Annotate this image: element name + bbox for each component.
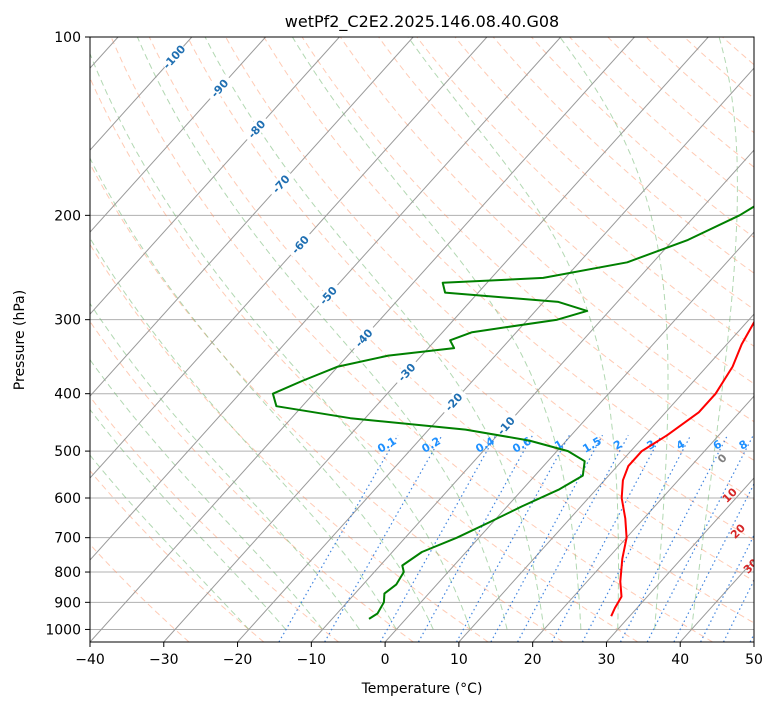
plot-frame bbox=[89, 36, 755, 643]
mixing-ratio-line bbox=[673, 482, 754, 642]
y-tick-label: 800 bbox=[54, 565, 81, 581]
mixing-ratio-line bbox=[379, 434, 497, 642]
dry-adiabat bbox=[378, 37, 754, 385]
chart-title: wetPf2_C2E2.2025.146.08.40.G08 bbox=[285, 12, 559, 32]
dry-adiabat bbox=[90, 469, 265, 642]
background-reference-lines bbox=[90, 37, 754, 642]
mixing-ratio-line bbox=[646, 434, 754, 642]
isotherm-line bbox=[90, 37, 193, 151]
isotherm-line bbox=[237, 67, 754, 642]
dry-adiabat bbox=[148, 37, 754, 624]
dry-adiabat bbox=[90, 395, 339, 642]
y-tick-label: 200 bbox=[54, 208, 81, 224]
axis-ticks: −40 −30 −20 −10 0 10 20 30 40 50 100 200 300 400 500 60… bbox=[45, 30, 763, 668]
mixing-ratio-line bbox=[619, 434, 729, 642]
isotherm-line bbox=[310, 149, 754, 642]
x-tick-label: 40 bbox=[671, 652, 689, 668]
y-tick-label: 400 bbox=[54, 387, 81, 403]
y-axis-title: Pressure (hPa) bbox=[12, 290, 28, 390]
mixing-ratio-line bbox=[517, 434, 629, 642]
moist-adiabat-label: 40 bbox=[751, 590, 771, 610]
label-backdrop bbox=[491, 410, 520, 441]
x-tick-label: 0 bbox=[381, 652, 390, 668]
isotherm-line bbox=[606, 477, 754, 642]
x-tick-label: −20 bbox=[223, 652, 253, 668]
mixing-ratio-line bbox=[700, 534, 754, 642]
y-tick-label: 100 bbox=[54, 30, 81, 46]
mixing-ratio-line bbox=[490, 434, 604, 642]
moist-adiabat bbox=[90, 302, 360, 630]
dry-adiabat bbox=[416, 37, 754, 347]
moist-adiabat bbox=[559, 37, 669, 630]
label-backdrop bbox=[391, 357, 421, 387]
isotherm-line bbox=[90, 37, 414, 397]
x-tick-label: 20 bbox=[524, 652, 542, 668]
y-tick-label: 700 bbox=[54, 531, 81, 547]
moist-adiabat bbox=[136, 37, 508, 630]
mixing-ratio-line bbox=[456, 434, 570, 642]
moist-adiabat bbox=[90, 157, 434, 630]
dry-adiabat bbox=[454, 37, 754, 310]
label-backdrop bbox=[285, 229, 315, 259]
mixing-ratio-line bbox=[278, 434, 399, 642]
isotherm-line bbox=[90, 37, 562, 561]
moist-adiabat bbox=[291, 37, 582, 630]
x-tick-label: 30 bbox=[598, 652, 616, 668]
isotherm-line bbox=[458, 313, 754, 642]
mixing-ratio-line bbox=[551, 434, 662, 642]
x-tick-label: −10 bbox=[297, 652, 327, 668]
dewpoint-profile bbox=[271, 205, 754, 620]
mixing-ratio-line bbox=[581, 434, 692, 642]
mixing-ratio-line bbox=[324, 434, 443, 642]
x-tick-label: −40 bbox=[75, 652, 105, 668]
isotherm-line bbox=[384, 231, 754, 642]
x-tick-label: 10 bbox=[450, 652, 468, 668]
dry-adiabat bbox=[90, 543, 190, 642]
mixing-ratio-line bbox=[722, 579, 754, 642]
isotherm-line bbox=[532, 395, 754, 642]
moist-adiabat bbox=[90, 237, 397, 630]
x-axis-title: Temperature (°C) bbox=[361, 681, 483, 697]
moist-adiabat bbox=[691, 37, 738, 630]
isotherm-line bbox=[90, 37, 266, 233]
label-backdrop bbox=[439, 386, 468, 417]
y-tick-label: 1000 bbox=[45, 622, 81, 638]
isotherm-line bbox=[90, 37, 488, 479]
moist-adiabat bbox=[204, 37, 545, 630]
label-backdrop bbox=[241, 113, 271, 144]
y-tick-label: 300 bbox=[54, 313, 81, 329]
profiles bbox=[271, 205, 754, 620]
label-backdrop bbox=[266, 168, 295, 199]
dry-adiabat bbox=[90, 243, 489, 642]
x-tick-label: 50 bbox=[745, 652, 763, 668]
label-backdrop bbox=[313, 280, 342, 310]
mixing-ratio-line bbox=[417, 434, 534, 642]
label-backdrop bbox=[204, 73, 234, 103]
x-tick-label: −30 bbox=[149, 652, 179, 668]
y-tick-label: 600 bbox=[54, 491, 81, 507]
y-tick-label: 900 bbox=[54, 595, 81, 611]
y-tick-label: 500 bbox=[54, 444, 81, 460]
temperature-profile bbox=[610, 320, 754, 617]
isotherm-line bbox=[163, 37, 709, 642]
label-backdrop bbox=[349, 322, 378, 353]
dry-adiabat bbox=[90, 162, 564, 642]
label-backdrop bbox=[159, 41, 188, 72]
moist-adiabat bbox=[90, 358, 323, 630]
